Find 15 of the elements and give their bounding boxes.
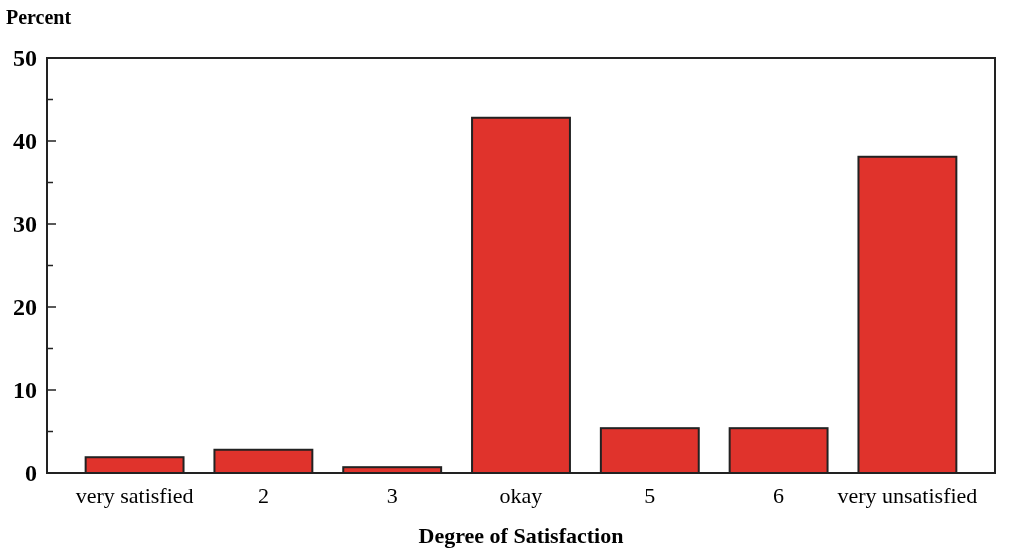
x-tick-label: 3 [386,483,398,508]
x-tick-label: 6 [773,483,785,508]
y-tick-label: 20 [13,294,37,321]
x-axis-title: Degree of Satisfaction [418,523,624,548]
y-tick-label: 10 [13,377,37,404]
x-tick-label: 2 [257,483,269,508]
x-tick-label: okay [499,483,543,508]
x-tick-label: 5 [644,483,656,508]
y-axis-title: Percent [6,6,72,28]
y-tick-label: 30 [13,211,37,238]
y-tick-label: 40 [13,128,37,155]
y-tick-label: 50 [13,45,37,72]
x-tick-label: very satisfied [75,483,194,508]
y-tick-label: 0 [25,460,37,487]
x-tick-label: very unsatisfied [837,483,978,508]
